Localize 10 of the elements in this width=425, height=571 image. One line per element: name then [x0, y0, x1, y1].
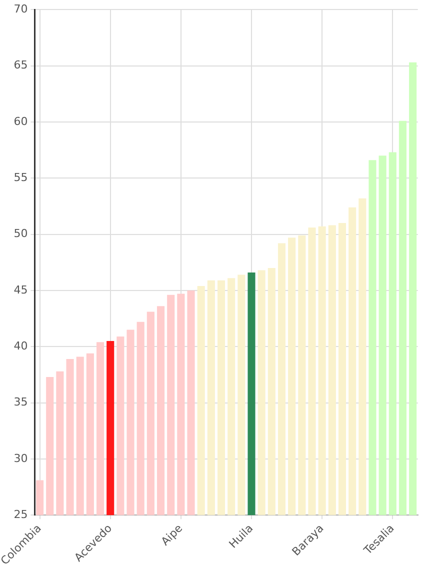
y-tick-label: 55 [14, 170, 28, 184]
y-tick-label: 65 [14, 58, 28, 72]
y-tick-label: 40 [14, 339, 28, 352]
y-tick-label: 30 [14, 452, 28, 465]
y-tick-label: 50 [14, 227, 28, 240]
y-tick-label: 70 [14, 2, 28, 16]
y-tick-label: 60 [14, 114, 28, 128]
y-tick-label: 35 [14, 396, 28, 409]
y-tick-label: 25 [14, 508, 28, 521]
y-tick-label: 45 [14, 283, 28, 296]
